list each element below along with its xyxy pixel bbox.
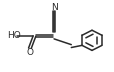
Text: N: N xyxy=(50,3,57,12)
Text: O: O xyxy=(26,48,33,57)
Text: HO: HO xyxy=(7,31,21,40)
